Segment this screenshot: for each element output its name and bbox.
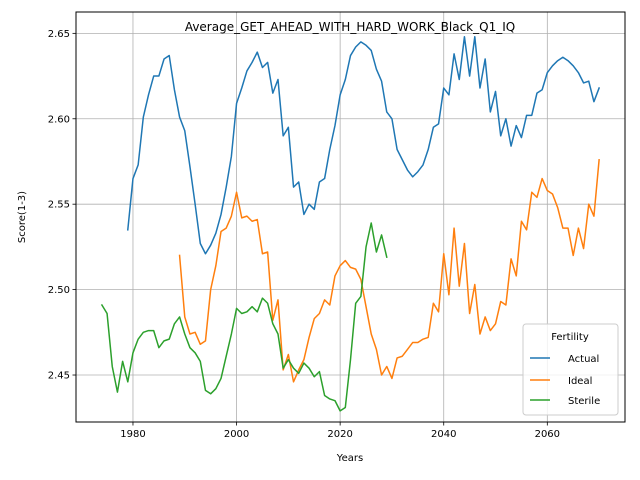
y-tick-label: 2.50	[48, 285, 70, 296]
y-tick-label: 2.65	[48, 29, 70, 40]
x-tick-label: 1980	[120, 429, 145, 440]
legend-label-actual: Actual	[568, 354, 599, 365]
legend: Fertility Actual Ideal Sterile	[522, 323, 619, 416]
legend-label-sterile: Sterile	[568, 396, 600, 407]
x-tick-label: 2060	[535, 429, 560, 440]
chart-title: Average_GET_AHEAD_WITH_HARD_WORK_Black_Q…	[185, 20, 515, 34]
x-axis-ticks: 1980 2000 2020 2040 2060	[120, 422, 560, 440]
x-axis-label: Years	[336, 453, 363, 464]
x-tick-label: 2000	[224, 429, 249, 440]
y-axis-ticks: 2.45 2.50 2.55 2.60 2.65	[48, 29, 76, 382]
y-tick-label: 2.45	[48, 371, 70, 382]
series-line-sterile	[100, 222, 388, 412]
series-line-ideal	[178, 158, 600, 383]
y-tick-label: 2.60	[48, 114, 70, 125]
grid	[76, 12, 625, 422]
legend-label-ideal: Ideal	[568, 376, 592, 387]
x-tick-label: 2040	[431, 429, 456, 440]
series-line-actual	[126, 36, 601, 255]
plot-area-frame	[75, 11, 626, 423]
x-tick-label: 2020	[327, 429, 352, 440]
y-axis-label: Score(1-3)	[17, 191, 28, 243]
legend-title: Fertility	[551, 332, 589, 343]
y-tick-label: 2.55	[48, 200, 70, 211]
series-lines	[100, 36, 601, 412]
legend-box	[522, 323, 619, 416]
